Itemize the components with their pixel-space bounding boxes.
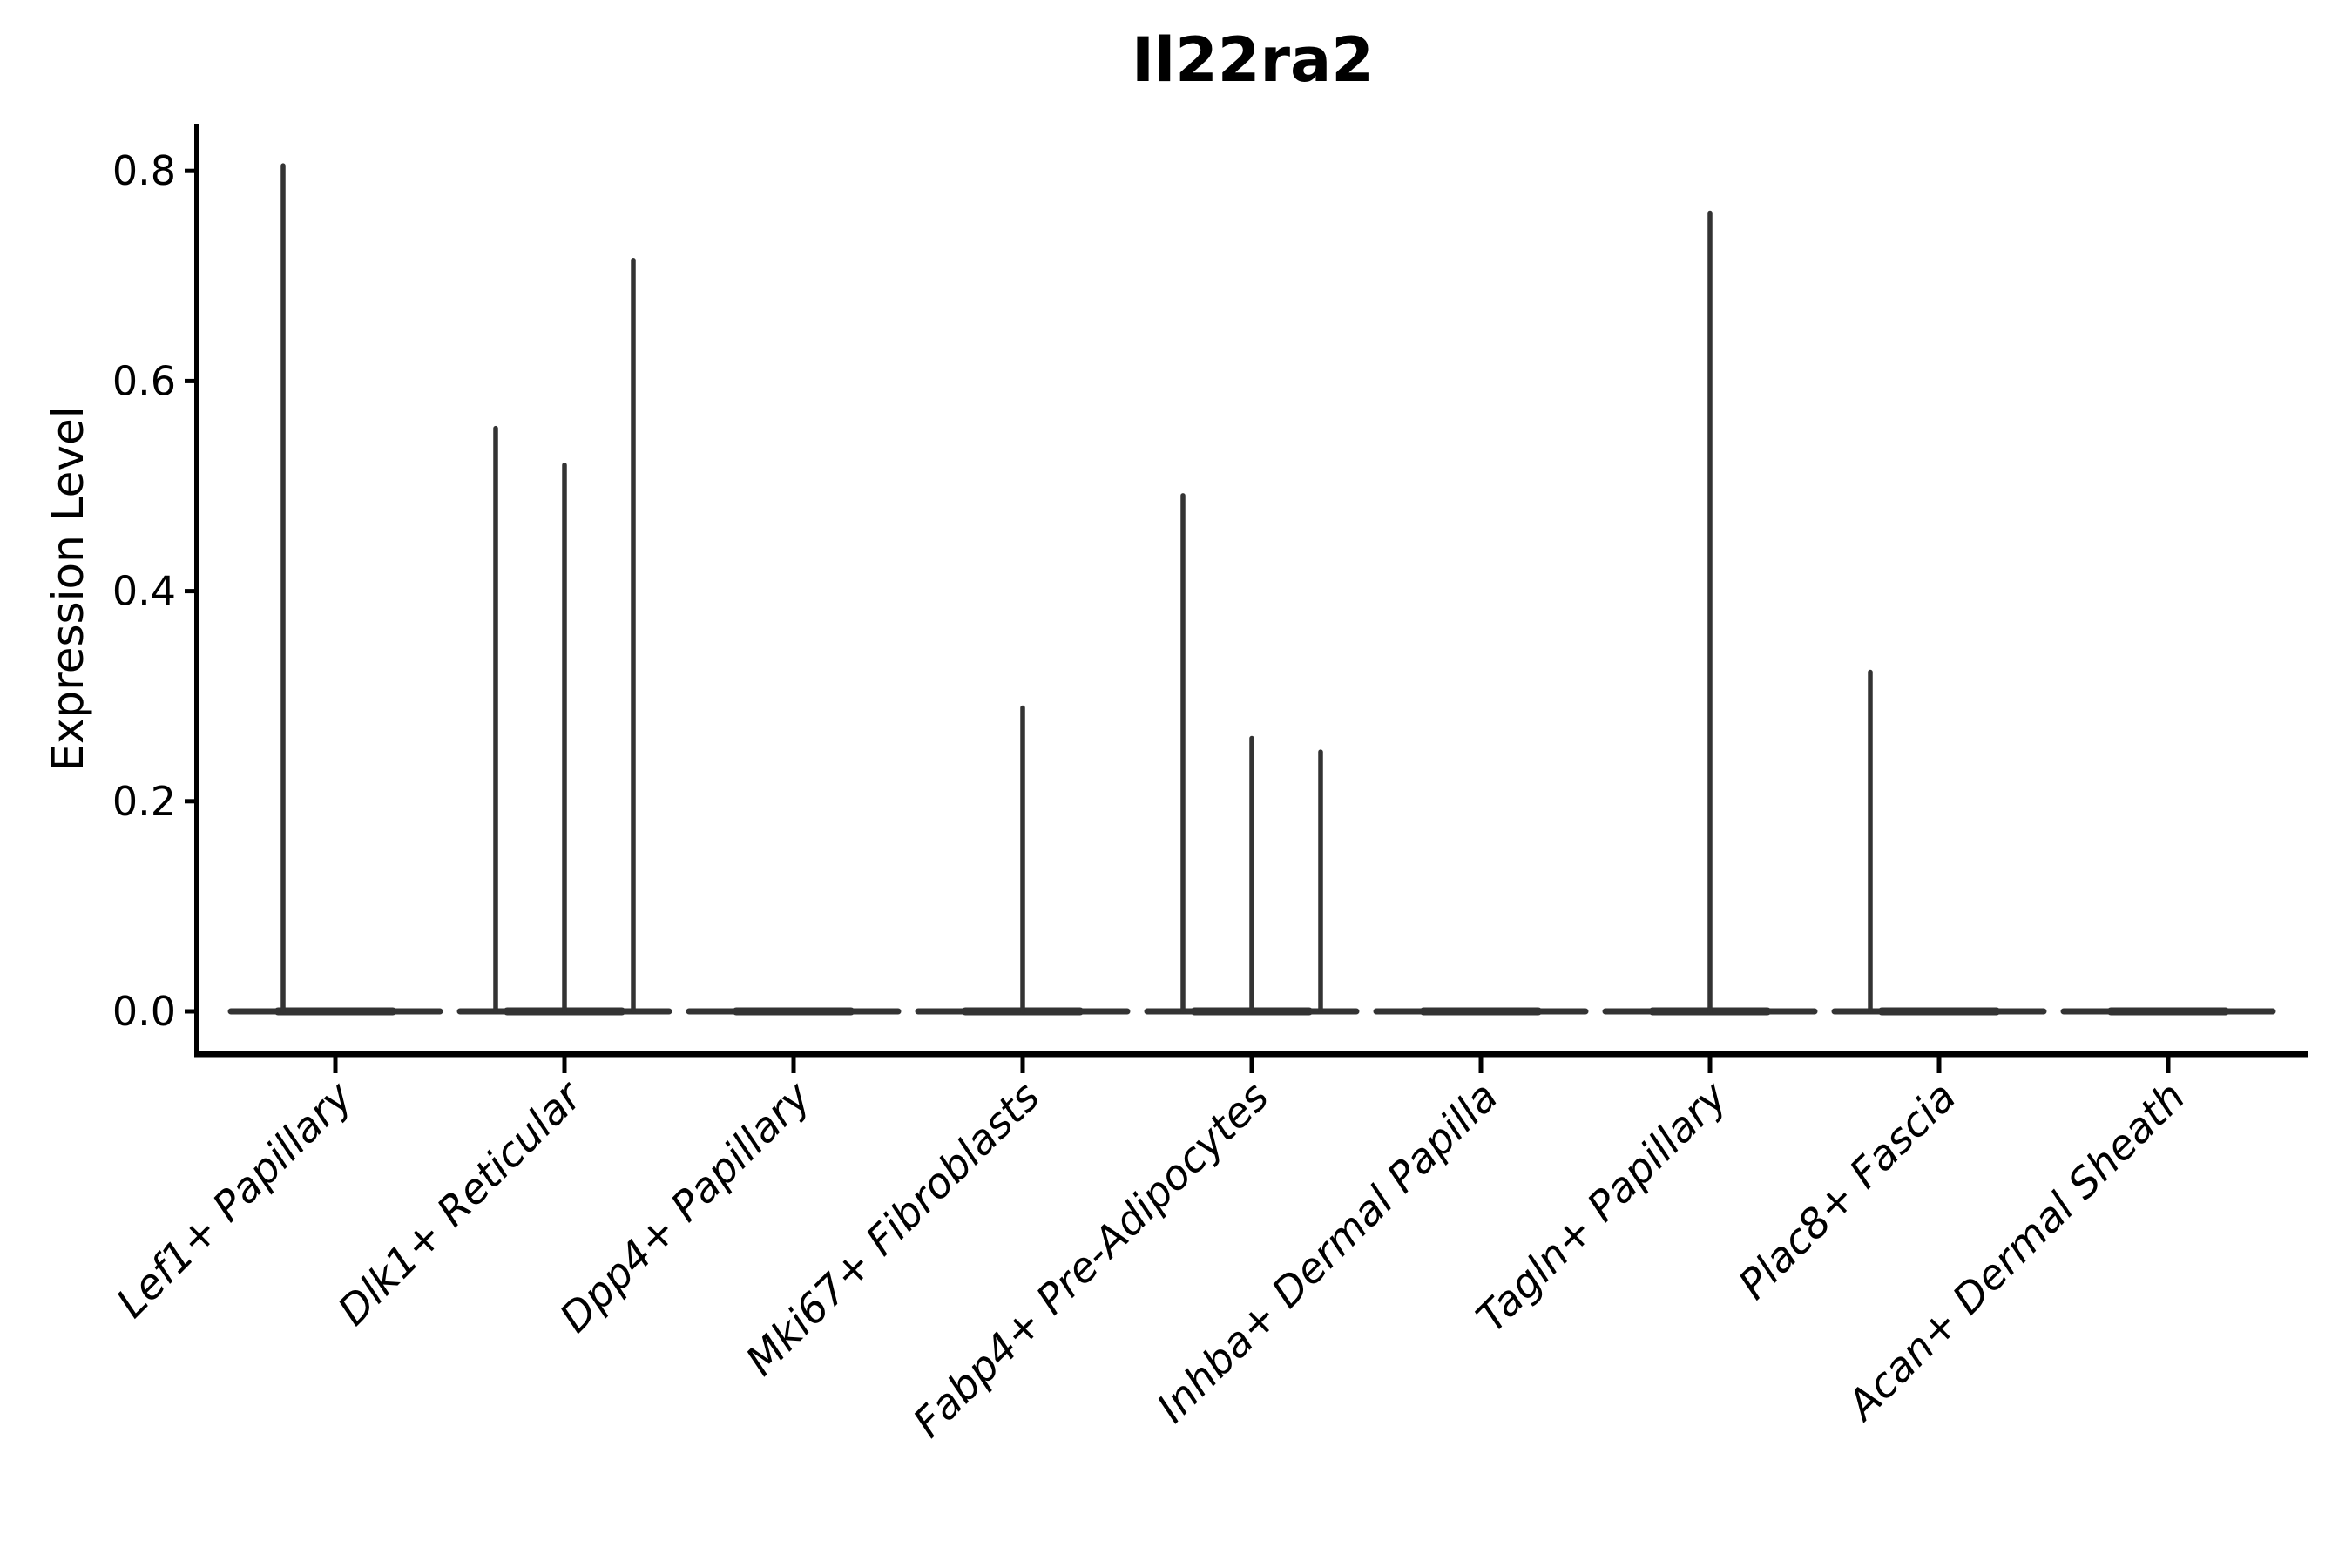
x-tick-label: Tagln+ Papillary — [1468, 1072, 1738, 1342]
x-tick-label: Lef1+ Papillary — [107, 1072, 362, 1328]
chart-title: Il22ra2 — [1132, 24, 1374, 96]
x-tick-label: Dpp4+ Papillary — [551, 1072, 821, 1342]
x-tick-label: Dlk1+ Reticular — [329, 1071, 593, 1335]
y-tick-label: 0.6 — [112, 357, 176, 404]
x-tick-label: Plac8+ Fascia — [1729, 1073, 1965, 1309]
y-tick-label: 0.4 — [112, 568, 176, 615]
y-tick-label: 0.0 — [112, 988, 176, 1035]
y-tick-label: 0.2 — [112, 778, 176, 825]
y-tick-label: 0.8 — [112, 147, 176, 194]
